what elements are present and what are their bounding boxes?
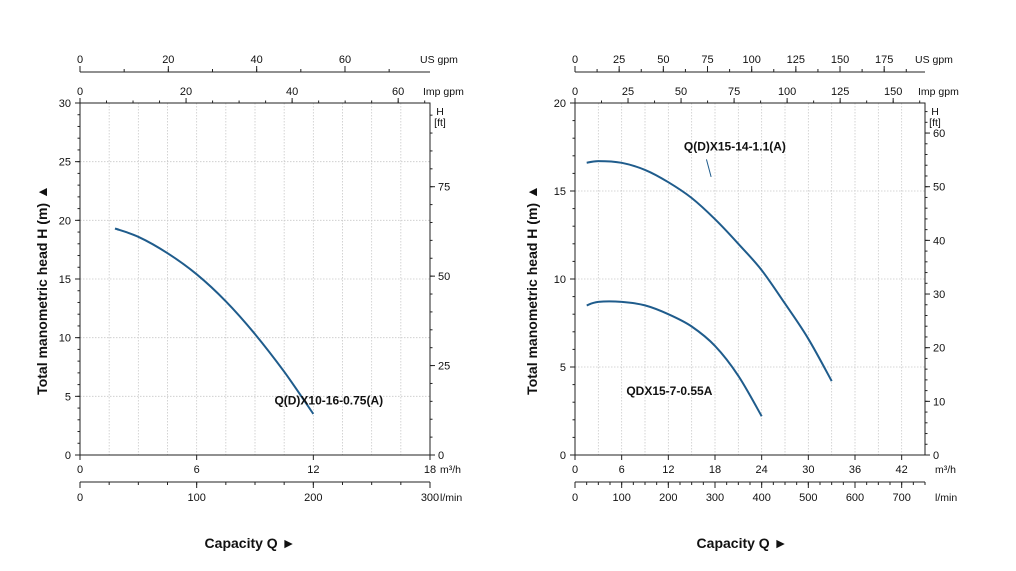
x-tick-label-lmin: 300: [706, 492, 724, 504]
x-tick-label-usgpm: 150: [831, 54, 849, 66]
x-tick-label-impgpm: 20: [180, 86, 192, 98]
y-tick-label-m: 30: [59, 98, 71, 110]
curve-label: Q(D)X10-16-0.75(A): [274, 394, 383, 408]
curve-label: Q(D)X15-14-1.1(A): [684, 140, 786, 154]
y-tick-label-m: 25: [59, 157, 71, 169]
x-axis-title: Capacity Q ►: [205, 535, 296, 551]
y-tick-label-ft: 0: [438, 450, 444, 462]
x-tick-label-m3h: 36: [849, 464, 861, 476]
pump-curve-1: [586, 160, 833, 382]
y-unit-ft-bottom: [ft]: [929, 117, 941, 129]
y-tick-label-m: 10: [59, 333, 71, 345]
x-tick-label-impgpm: 125: [831, 86, 849, 98]
x-tick-label-m3h: 24: [756, 464, 768, 476]
x-tick-label-impgpm: 50: [675, 86, 687, 98]
x-tick-label-impgpm: 60: [392, 86, 404, 98]
curve-label: QDX15-7-0.55A: [626, 384, 712, 398]
x-tick-label-usgpm: 100: [742, 54, 760, 66]
x-unit-impgpm: Imp gpm: [918, 86, 959, 98]
y-tick-label-ft: 60: [933, 128, 945, 140]
x-tick-label-m3h: 12: [307, 464, 319, 476]
x-tick-label-m3h: 6: [194, 464, 200, 476]
x-tick-label-usgpm: 175: [875, 54, 893, 66]
x-tick-label-m3h: 12: [662, 464, 674, 476]
x-tick-label-m3h: 42: [896, 464, 908, 476]
x-unit-lmin: l/min: [440, 492, 462, 504]
x-tick-label-m3h: 18: [424, 464, 436, 476]
y-unit-ft-top: H: [436, 106, 444, 118]
x-tick-label-usgpm: 50: [657, 54, 669, 66]
y-tick-label-m: 5: [65, 391, 71, 403]
x-tick-label-usgpm: 60: [339, 54, 351, 66]
x-unit-m3h: m³/h: [440, 464, 461, 476]
y-tick-label-m: 15: [59, 274, 71, 286]
x-tick-label-lmin: 100: [187, 492, 205, 504]
x-tick-label-usgpm: 20: [162, 54, 174, 66]
x-tick-label-lmin: 200: [659, 492, 677, 504]
y-tick-label-m: 10: [554, 274, 566, 286]
x-tick-label-usgpm: 25: [613, 54, 625, 66]
y-tick-label-m: 20: [59, 215, 71, 227]
x-unit-lmin: l/min: [935, 492, 957, 504]
x-tick-label-lmin: 600: [846, 492, 864, 504]
x-tick-label-m3h: 18: [709, 464, 721, 476]
y-tick-label-m: 0: [65, 450, 71, 462]
x-tick-label-lmin: 300: [421, 492, 439, 504]
x-tick-label-impgpm: 25: [622, 86, 634, 98]
x-unit-usgpm: US gpm: [915, 54, 953, 66]
x-unit-impgpm: Imp gpm: [423, 86, 464, 98]
x-tick-label-lmin: 500: [799, 492, 817, 504]
x-tick-label-impgpm: 75: [728, 86, 740, 98]
x-tick-label-m3h: 30: [802, 464, 814, 476]
x-tick-label-impgpm: 40: [286, 86, 298, 98]
x-tick-label-usgpm: 125: [787, 54, 805, 66]
y-tick-label-ft: 50: [438, 271, 450, 283]
y-tick-label-ft: 50: [933, 182, 945, 194]
y-tick-label-m: 15: [554, 186, 566, 198]
x-tick-label-impgpm: 150: [884, 86, 902, 98]
x-tick-label-usgpm: 75: [701, 54, 713, 66]
y-tick-label-ft: 30: [933, 289, 945, 301]
y-tick-label-m: 20: [554, 98, 566, 110]
x-unit-m3h: m³/h: [935, 464, 956, 476]
pump-curve-2: [586, 300, 763, 417]
y-axis-title: Total manometric head H (m) ▲: [34, 185, 50, 395]
x-tick-label-lmin: 200: [304, 492, 322, 504]
y-unit-ft-bottom: [ft]: [434, 117, 446, 129]
x-tick-label-impgpm: 0: [572, 86, 578, 98]
x-tick-label-lmin: 0: [572, 492, 578, 504]
y-tick-label-m: 0: [560, 450, 566, 462]
x-tick-label-lmin: 400: [752, 492, 770, 504]
x-tick-label-usgpm: 0: [77, 54, 83, 66]
x-tick-label-m3h: 0: [77, 464, 83, 476]
x-unit-usgpm: US gpm: [420, 54, 458, 66]
x-axis-title: Capacity Q ►: [697, 535, 788, 551]
x-tick-label-lmin: 700: [892, 492, 910, 504]
y-axis-title: Total manometric head H (m) ▲: [524, 185, 540, 395]
y-tick-label-ft: 40: [933, 235, 945, 247]
pump-curve-1: [114, 227, 315, 415]
y-tick-label-ft: 25: [438, 361, 450, 373]
y-tick-label-ft: 0: [933, 450, 939, 462]
x-tick-label-usgpm: 0: [572, 54, 578, 66]
y-unit-ft-top: H: [931, 106, 939, 118]
y-tick-label-ft: 10: [933, 396, 945, 408]
x-tick-label-m3h: 6: [619, 464, 625, 476]
y-tick-label-m: 5: [560, 362, 566, 374]
x-tick-label-impgpm: 100: [778, 86, 796, 98]
x-tick-label-lmin: 100: [612, 492, 630, 504]
x-tick-label-lmin: 0: [77, 492, 83, 504]
x-tick-label-impgpm: 0: [77, 86, 83, 98]
x-tick-label-m3h: 0: [572, 464, 578, 476]
x-tick-label-usgpm: 40: [251, 54, 263, 66]
y-tick-label-ft: 75: [438, 182, 450, 194]
curve-label-leader: [705, 159, 712, 178]
y-tick-label-ft: 20: [933, 343, 945, 355]
